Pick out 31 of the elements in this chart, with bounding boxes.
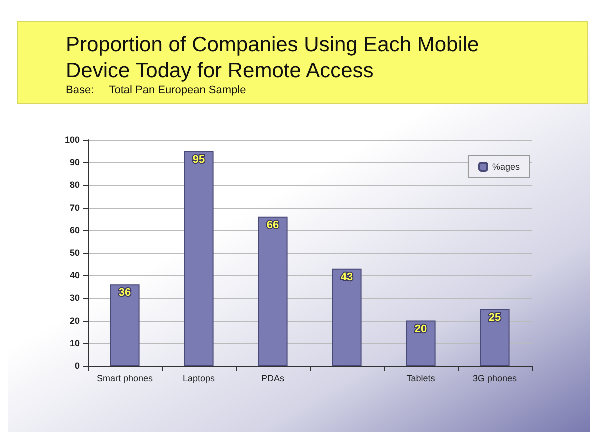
chart-title: Proportion of Companies Using Each Mobile Device Today for Remote Access [66, 34, 480, 82]
y-tick-label: 30 [70, 293, 80, 304]
y-tick-label: 60 [70, 225, 80, 236]
bar [406, 320, 436, 366]
y-tick-label: 40 [70, 270, 80, 281]
data-label: 20 [414, 323, 428, 336]
y-tick-label: 100 [64, 135, 80, 145]
bar [110, 284, 140, 366]
y-tick-label: 90 [70, 158, 80, 168]
chart-subtitle: Base: Total Pan European Sample [66, 84, 246, 96]
data-label: 36 [118, 287, 132, 300]
bar [258, 216, 288, 366]
data-label: 43 [340, 271, 354, 284]
x-tick-label: Smart phones [96, 374, 154, 384]
x-tick-label: Tablets [406, 374, 436, 384]
y-tick-label: 0 [74, 361, 80, 371]
data-label: 25 [488, 312, 502, 324]
bar [480, 310, 510, 366]
bar [332, 268, 362, 366]
legend-label: %ages [492, 162, 520, 172]
y-tick-label: 70 [70, 202, 80, 213]
data-label: 66 [266, 219, 280, 232]
x-tick-label: Laptops [182, 374, 216, 384]
x-tick-label: PDAs [261, 374, 285, 384]
bar [184, 151, 214, 366]
y-tick-label: 10 [70, 338, 80, 348]
y-tick-label: 20 [70, 316, 80, 326]
y-tick-label: 50 [70, 248, 80, 258]
data-label: 95 [192, 154, 206, 166]
y-tick-label: 80 [70, 180, 80, 190]
x-tick-label: 3G phones [472, 374, 518, 384]
